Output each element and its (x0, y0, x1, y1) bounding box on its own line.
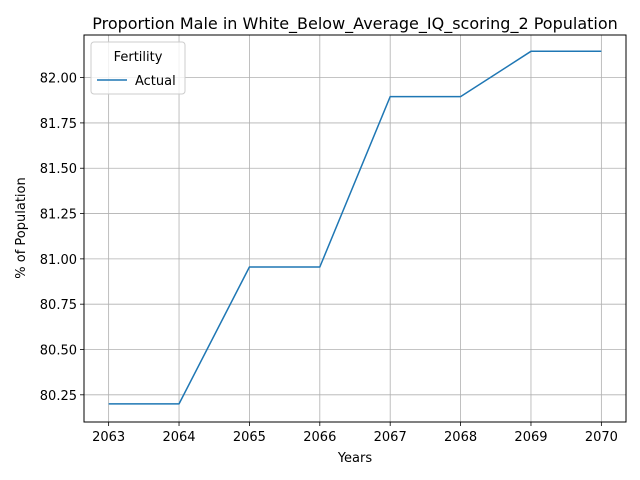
y-tick-label: 81.25 (40, 208, 77, 223)
y-tick-label: 81.75 (40, 117, 77, 132)
x-tick-label: 2064 (162, 430, 195, 445)
legend-label-actual: Actual (135, 74, 176, 89)
legend: Fertility Actual (90, 41, 186, 95)
x-tick-label: 2070 (585, 430, 618, 445)
y-tick-label: 80.25 (40, 389, 77, 404)
grid (84, 35, 626, 422)
x-tick-label: 2063 (92, 430, 125, 445)
y-tick-label: 80.50 (40, 343, 77, 358)
legend-title: Fertility (114, 50, 163, 65)
series-layer (108, 50, 602, 405)
x-axis-label: Years (337, 451, 373, 466)
legend-box (90, 41, 186, 95)
y-tick-label: 80.75 (40, 298, 77, 313)
y-axis-label: % of Population (14, 177, 29, 278)
y-tick-label: 82.00 (40, 72, 77, 87)
x-tick-label: 2067 (374, 430, 407, 445)
x-axis-ticks: 2063 2064 2065 2066 2067 2068 2069 2070 (92, 422, 618, 445)
x-tick-label: 2068 (444, 430, 477, 445)
chart-title: Proportion Male in White_Below_Average_I… (92, 14, 618, 34)
plot-frame (83, 34, 627, 423)
x-tick-label: 2065 (233, 430, 266, 445)
y-tick-label: 81.50 (40, 162, 77, 177)
series-line-actual (108, 50, 602, 405)
x-tick-label: 2066 (303, 430, 336, 445)
x-tick-label: 2069 (514, 430, 547, 445)
y-axis-ticks: 80.25 80.50 80.75 81.00 81.25 81.50 81.75 82.00 (40, 72, 84, 404)
y-tick-label: 81.00 (40, 253, 77, 268)
